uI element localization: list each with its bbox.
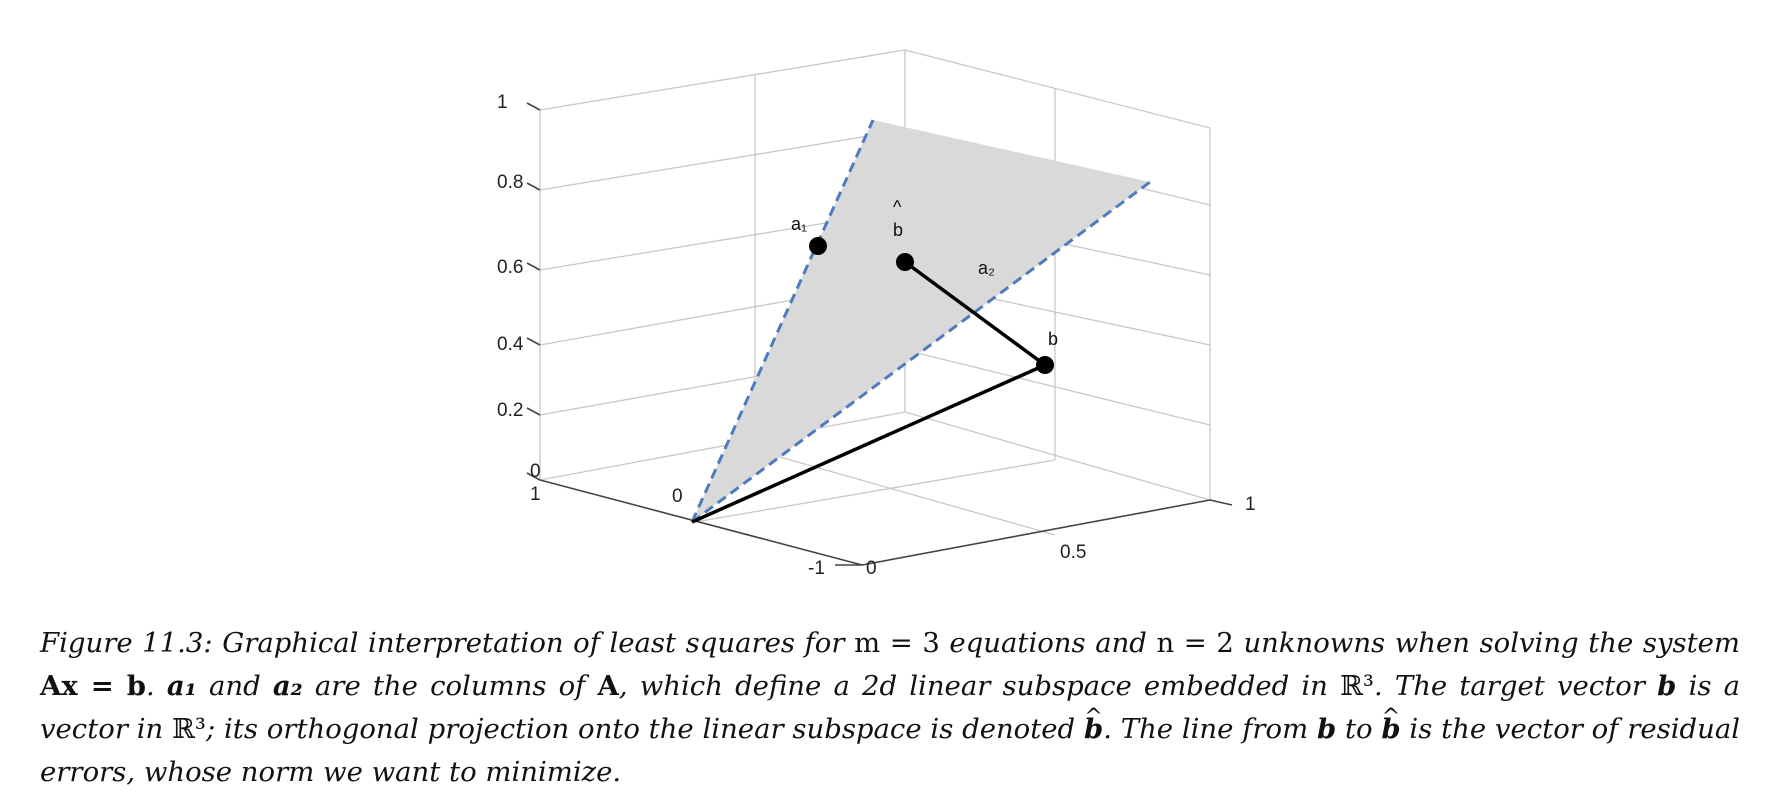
math-m-eq: m = 3 xyxy=(854,627,940,659)
left-depth-tick: 1 xyxy=(530,484,541,505)
caption-text: are the columns of xyxy=(314,670,586,702)
math-R3: ℝ³ xyxy=(1340,670,1374,702)
caption-text: is a vector in xyxy=(40,670,1741,745)
a1-dashed-line xyxy=(690,119,875,523)
caption-text: . xyxy=(146,670,155,702)
caption-text: to xyxy=(1344,713,1373,745)
caption-text: , which define a 2d linear subspace embe… xyxy=(618,670,1328,702)
math-b-hat: b xyxy=(1381,708,1400,751)
caption-text: . The target vector xyxy=(1373,670,1645,702)
point-a1 xyxy=(809,237,827,255)
near-axis-tick: -1 xyxy=(808,558,825,579)
residual-line xyxy=(903,260,1047,367)
label-b-hat: b xyxy=(893,220,903,240)
subspace-plane xyxy=(692,120,1150,522)
math-R3: ℝ³ xyxy=(172,713,206,745)
math-a2: a₂ xyxy=(272,670,303,702)
right-axis-tick: 0.5 xyxy=(1060,542,1086,563)
label-a2: a₂ xyxy=(978,258,995,278)
caption-text: and xyxy=(208,670,261,702)
z-axis-tick-labels: 1 0.8 0.6 0.4 0.2 0 xyxy=(497,92,541,482)
near-axis-tick: 0 xyxy=(866,558,877,579)
caption-text: equations and xyxy=(949,627,1147,659)
math-n-eq: n = 2 xyxy=(1156,627,1234,659)
caption-text: is the vector of residual errors, whose … xyxy=(40,713,1741,788)
z-tick: 0.2 xyxy=(497,400,523,421)
column-vector-lines xyxy=(690,119,1151,524)
label-b-hat-accent: ^ xyxy=(893,197,902,217)
right-axis-tick: 1 xyxy=(1245,494,1256,515)
math-a1: a₁ xyxy=(166,670,197,702)
label-a1: a₁ xyxy=(791,214,807,234)
target-vector-b xyxy=(691,363,1046,524)
z-tick: 0.6 xyxy=(497,257,523,278)
label-b: b xyxy=(1048,329,1058,349)
z-tick: 0.8 xyxy=(497,172,523,193)
caption-text: ; its orthogonal projection onto the lin… xyxy=(205,713,1076,745)
math-b: b xyxy=(1657,670,1677,702)
z-tick: 0.4 xyxy=(497,334,524,355)
math-system: Ax = b xyxy=(40,670,146,702)
axes xyxy=(526,102,1233,566)
least-squares-3d-plot: 1 0.8 0.6 0.4 0.2 0 1 -1 0 0.5 1 0 a₁ ^ … xyxy=(497,49,1256,579)
point-b xyxy=(1036,356,1054,374)
math-b: b xyxy=(1316,713,1337,745)
math-A: A xyxy=(597,670,619,702)
point-b-hat xyxy=(896,253,914,271)
figure-caption: Figure 11.3: Graphical interpretation of… xyxy=(40,622,1740,794)
caption-text: Figure 11.3: Graphical interpretation of… xyxy=(40,627,845,659)
z-tick: 1 xyxy=(497,92,508,113)
math-b-hat: b xyxy=(1084,708,1103,751)
caption-text: unknowns when solving the system xyxy=(1243,627,1740,659)
caption-text: . The line from xyxy=(1103,713,1309,745)
origin-label: 0 xyxy=(672,486,683,507)
z-tick: 0 xyxy=(530,461,541,482)
